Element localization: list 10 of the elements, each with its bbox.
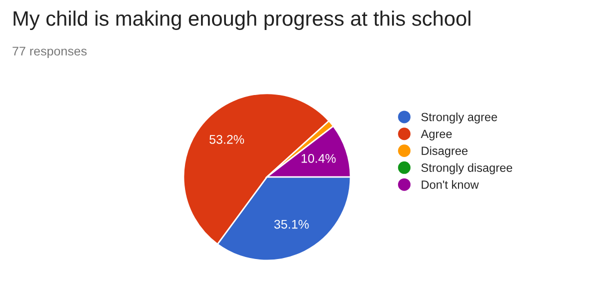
data-label: 10.4%: [302, 154, 336, 163]
data-label: 53.2%: [210, 134, 244, 144]
legend-label: Disagree: [422, 146, 468, 158]
legend-label: Strongly disagree: [421, 163, 512, 174]
chart-title: My child is making enough progress at this school: [14, 10, 470, 30]
data-label: 35.1%: [274, 220, 309, 229]
text: 77 responses: [12, 46, 87, 58]
legend-label: Strongly agree: [421, 112, 498, 124]
legend-label: Don't know: [422, 180, 479, 189]
legend-label: Agree: [420, 130, 452, 140]
